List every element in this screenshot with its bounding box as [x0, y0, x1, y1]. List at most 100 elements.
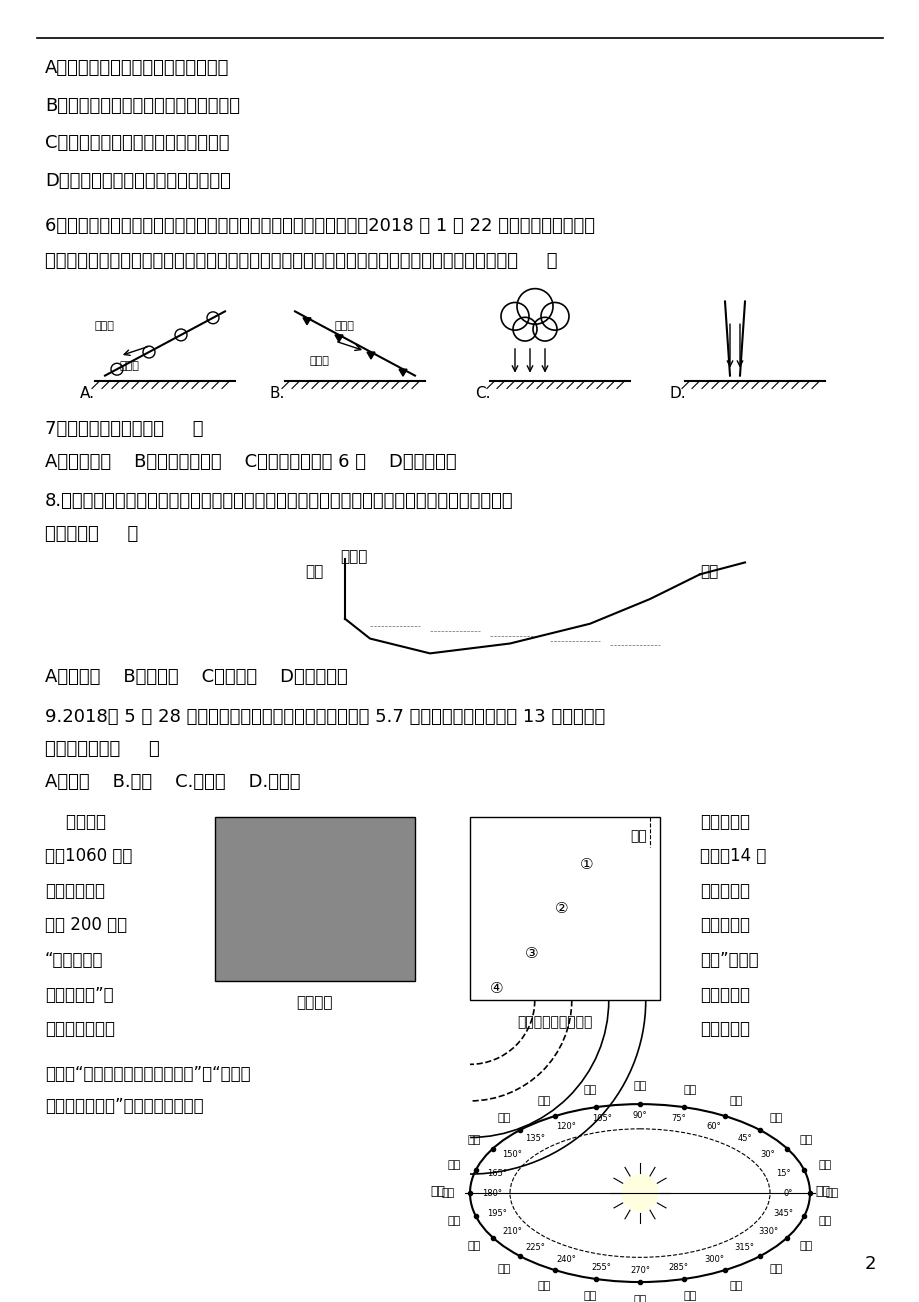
Text: 秋分: 秋分	[632, 1295, 646, 1302]
Text: 霜降: 霜降	[537, 1281, 550, 1290]
Text: “天然火山博: “天然火山博	[45, 950, 104, 969]
FancyBboxPatch shape	[215, 818, 414, 980]
Text: 夏至: 夏至	[824, 1189, 838, 1198]
Text: 330°: 330°	[757, 1228, 777, 1236]
Text: 个火山堰塞: 个火山堰塞	[699, 986, 749, 1004]
Text: ②: ②	[554, 901, 568, 917]
Polygon shape	[367, 352, 375, 359]
Text: 冬范围最广、持续时间最长、影响最为严重的低温雨雪冰冻天气过程。影响本次天气过程的系统是（     ）: 冬范围最广、持续时间最长、影响最为严重的低温雨雪冰冻天气过程。影响本次天气过程的…	[45, 253, 557, 270]
Text: 大寒: 大寒	[467, 1135, 480, 1144]
Polygon shape	[399, 370, 406, 376]
Text: 立秋: 立秋	[768, 1263, 781, 1273]
Text: 立春: 立春	[497, 1113, 510, 1122]
Text: 年，被誉为: 年，被誉为	[699, 917, 749, 935]
Text: 右岸: 右岸	[305, 565, 323, 579]
Text: 新老时期火山: 新老时期火山	[45, 881, 105, 900]
Text: 地震震源位于（     ）: 地震震源位于（ ）	[45, 741, 160, 758]
Text: 内部圈层结构图”，完成下列各题。: 内部圈层结构图”，完成下列各题。	[45, 1098, 203, 1116]
Text: 池结合“五大连池（局部）景观图”和“地球的: 池结合“五大连池（局部）景观图”和“地球的	[45, 1065, 250, 1082]
Text: B.: B.	[269, 385, 285, 401]
Polygon shape	[302, 318, 311, 324]
Text: ④: ④	[490, 980, 503, 996]
Text: 立夏: 立夏	[768, 1113, 781, 1122]
Text: 2: 2	[863, 1255, 875, 1273]
Text: 120°: 120°	[555, 1122, 575, 1131]
Text: 45°: 45°	[736, 1134, 751, 1143]
Text: 0°: 0°	[782, 1189, 792, 1198]
Text: 暖气团: 暖气团	[95, 322, 115, 331]
Text: 180°: 180°	[482, 1189, 502, 1198]
Text: 15°: 15°	[775, 1169, 789, 1177]
Text: 河流位于（     ）: 河流位于（ ）	[45, 525, 138, 543]
Text: C．三四句诗反映了该地为强对流天气: C．三四句诗反映了该地为强对流天气	[45, 134, 229, 152]
Text: 210°: 210°	[502, 1228, 521, 1236]
Text: 雨水: 雨水	[537, 1095, 550, 1105]
Text: 小雪: 小雪	[467, 1242, 480, 1251]
Text: 冷气团: 冷气团	[310, 355, 330, 366]
Text: 300°: 300°	[703, 1255, 723, 1264]
Text: 处暑: 处暑	[729, 1281, 742, 1290]
Text: 240°: 240°	[555, 1255, 575, 1264]
Text: 千米，14 座: 千米，14 座	[699, 848, 766, 865]
Text: 冷气团: 冷气团	[119, 361, 140, 371]
Text: 255°: 255°	[591, 1263, 611, 1272]
Text: 湖连在一起，被: 湖连在一起，被	[45, 1019, 115, 1038]
Text: 135°: 135°	[525, 1134, 545, 1143]
Text: 30°: 30°	[760, 1150, 775, 1159]
Text: 惊蛰: 惊蛰	[583, 1085, 596, 1095]
Text: 风景名胜区: 风景名胜区	[699, 812, 749, 831]
Text: 冬至: 冬至	[429, 1185, 445, 1198]
Text: 春分: 春分	[632, 1082, 646, 1091]
Text: 7．大寒期间，嘉峪关（     ）: 7．大寒期间，嘉峪关（ ）	[45, 421, 203, 437]
Text: 225°: 225°	[525, 1243, 545, 1253]
Text: 面积1060 平方: 面积1060 平方	[45, 848, 132, 865]
Circle shape	[621, 1176, 657, 1211]
Text: 寒露: 寒露	[583, 1292, 596, 1301]
Text: 左岸: 左岸	[699, 565, 718, 579]
Text: 横剖面: 横剖面	[340, 549, 367, 565]
Text: 称为五大连: 称为五大连	[699, 1019, 749, 1038]
Text: 冬至: 冬至	[441, 1189, 454, 1198]
Text: 6．大寒是二十四节气中最后一个节气，是天气寒冷到极点的意思。2018 年 1 月 22 日起，我国迎来了今: 6．大寒是二十四节气中最后一个节气，是天气寒冷到极点的意思。2018 年 1 月…	[45, 217, 595, 236]
Text: C.: C.	[474, 385, 490, 401]
Text: 105°: 105°	[591, 1115, 611, 1124]
Text: 跨越 200 多万: 跨越 200 多万	[45, 917, 127, 935]
Text: 五大连池: 五大连池	[45, 812, 106, 831]
Text: A．昼长夜短    B．昼渐短夜渐长    C．日出时间晚于 6 时    D．日落西北: A．昼长夜短 B．昼渐短夜渐长 C．日出时间晚于 6 时 D．日落西北	[45, 453, 456, 471]
Text: ③: ③	[525, 947, 538, 961]
Text: 五大连池: 五大连池	[297, 996, 333, 1010]
Text: 小满: 小满	[799, 1135, 812, 1144]
Text: 165°: 165°	[486, 1169, 506, 1177]
Text: A．一二句诗反映该地受亚洲高压控制: A．一二句诗反映该地受亚洲高压控制	[45, 60, 229, 77]
Text: 物馆”打开的: 物馆”打开的	[699, 950, 758, 969]
Text: 60°: 60°	[706, 1122, 720, 1131]
Text: 75°: 75°	[670, 1115, 685, 1124]
Text: 8.下图是某条河流的剖面图，一般面对河流下游，左手方视为左岸，右手方视为右岸。据此判断该: 8.下图是某条河流的剖面图，一般面对河流下游，左手方视为左岸，右手方视为右岸。据…	[45, 492, 513, 510]
Text: 清明: 清明	[682, 1085, 696, 1095]
Text: 立冬: 立冬	[497, 1263, 510, 1273]
Text: 195°: 195°	[486, 1208, 506, 1217]
Text: D.: D.	[669, 385, 686, 401]
Text: 地球的内部圈层结构: 地球的内部圈层结构	[516, 1016, 592, 1029]
Text: ①: ①	[579, 857, 593, 872]
Text: 345°: 345°	[772, 1208, 792, 1217]
Text: 白露: 白露	[682, 1292, 696, 1301]
Text: 大雪: 大雪	[448, 1216, 460, 1225]
Text: 9.2018年 5 月 28 日在吉林松原市前郭尔罗斯县附近发生 5.7 级左右地震，震源深度 13 千米。该次: 9.2018年 5 月 28 日在吉林松原市前郭尔罗斯县附近发生 5.7 级左右…	[45, 708, 605, 725]
Polygon shape	[335, 335, 343, 342]
Text: 芒种: 芒种	[818, 1160, 831, 1170]
Text: 谷雨: 谷雨	[729, 1095, 742, 1105]
FancyBboxPatch shape	[470, 818, 659, 1000]
Text: A．北半球    B．赤道上    C．南半球    D．回归线上: A．北半球 B．赤道上 C．南半球 D．回归线上	[45, 668, 347, 686]
Text: 大暑: 大暑	[799, 1242, 812, 1251]
Text: 270°: 270°	[630, 1266, 650, 1275]
Text: B．一二句诗反映该地受亚速尔高压控制: B．一二句诗反映该地受亚速尔高压控制	[45, 96, 240, 115]
Text: 地面: 地面	[630, 829, 646, 844]
Text: A．地壳    B.地幔    C.软流层    D.外地核: A．地壳 B.地幔 C.软流层 D.外地核	[45, 773, 301, 792]
Text: 小寒: 小寒	[448, 1160, 460, 1170]
Text: 的喷发年代: 的喷发年代	[699, 881, 749, 900]
Text: 150°: 150°	[502, 1150, 521, 1159]
Text: 暖气团: 暖气团	[335, 322, 355, 331]
Text: 小暑: 小暑	[818, 1216, 831, 1225]
Text: 315°: 315°	[734, 1243, 754, 1253]
